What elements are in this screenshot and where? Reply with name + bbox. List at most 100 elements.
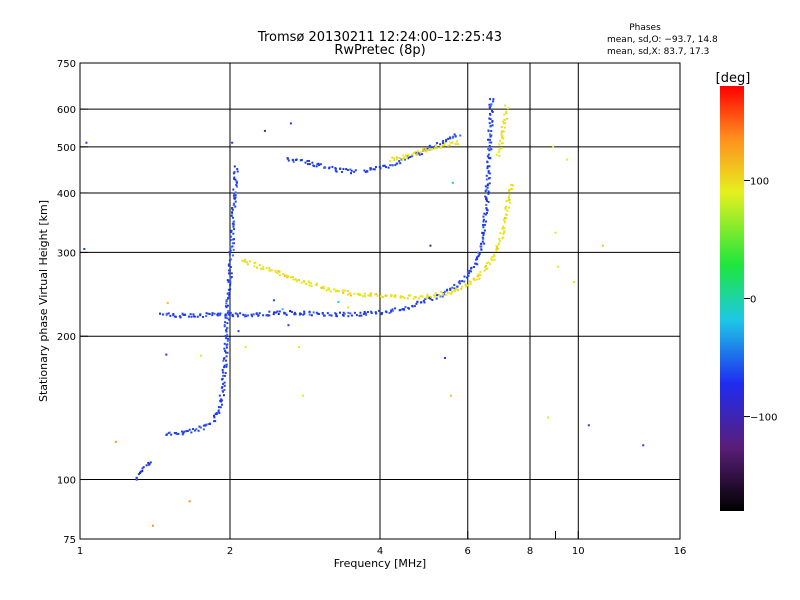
o-trace-point bbox=[202, 315, 205, 318]
x-trace-point bbox=[348, 292, 351, 295]
x-trace-point bbox=[506, 209, 509, 212]
x-trace-point bbox=[412, 297, 415, 300]
o-trace-point bbox=[427, 296, 430, 299]
o-trace-point bbox=[227, 318, 230, 321]
x-trace-point bbox=[453, 289, 456, 292]
x-trace-point bbox=[511, 188, 514, 191]
x-trace-point bbox=[269, 269, 272, 272]
o-trace-point bbox=[231, 242, 234, 245]
chart-title-line1: Tromsø 20130211 12:24:00–12:25:43 bbox=[257, 30, 502, 45]
o-trace-point bbox=[213, 312, 216, 315]
x-trace-point bbox=[401, 295, 404, 298]
o-trace-point bbox=[443, 290, 446, 293]
o-trace-point bbox=[178, 315, 181, 318]
o-trace-point bbox=[232, 315, 235, 318]
x-trace-point bbox=[399, 296, 402, 299]
o-trace-point bbox=[402, 308, 405, 311]
o-trace-point bbox=[175, 431, 178, 434]
x-trace-point bbox=[503, 216, 506, 219]
o-trace-point bbox=[420, 301, 423, 304]
x-trace-point bbox=[292, 275, 295, 278]
o-trace-point bbox=[193, 429, 196, 432]
o-trace-point bbox=[379, 167, 382, 170]
o-trace-point bbox=[334, 167, 337, 170]
o-trace-point bbox=[411, 304, 414, 307]
o-trace-point bbox=[338, 311, 341, 314]
x-trace-point bbox=[278, 274, 281, 277]
o-trace-point bbox=[224, 351, 227, 354]
o-trace-point bbox=[224, 305, 227, 308]
o-trace-point bbox=[235, 184, 238, 187]
x-trace-point bbox=[277, 269, 280, 272]
scatter-point bbox=[297, 345, 300, 348]
o-trace-point bbox=[234, 191, 237, 194]
x-trace-point bbox=[447, 144, 450, 147]
x-trace-point bbox=[289, 276, 292, 279]
o-trace-point bbox=[229, 277, 232, 280]
o-trace-point bbox=[225, 337, 228, 340]
o-trace-point bbox=[485, 208, 488, 211]
o-trace-point bbox=[458, 282, 461, 285]
o-trace-point bbox=[227, 310, 230, 313]
o-trace-point bbox=[268, 310, 271, 313]
o-trace-point bbox=[199, 426, 202, 429]
o-trace-point bbox=[457, 281, 460, 284]
o-trace-point bbox=[211, 314, 214, 317]
x-trace-point bbox=[450, 291, 453, 294]
x-trace-point bbox=[478, 277, 481, 280]
x-trace-point bbox=[424, 147, 427, 150]
o-trace-point bbox=[375, 166, 378, 169]
x-trace-point bbox=[425, 296, 428, 299]
o-trace-point bbox=[488, 177, 491, 180]
x-trace-point bbox=[315, 282, 318, 285]
y-axis-label: Stationary phase Virtual Height [km] bbox=[37, 200, 50, 402]
x-trace-point bbox=[333, 288, 336, 291]
o-trace-point bbox=[197, 429, 200, 432]
x-trace-point bbox=[500, 130, 503, 133]
o-trace-point bbox=[226, 304, 229, 307]
o-trace-point bbox=[449, 288, 452, 291]
o-trace-point bbox=[476, 258, 479, 261]
o-trace-point bbox=[308, 310, 311, 313]
x-trace-point bbox=[430, 295, 433, 298]
o-trace-point bbox=[217, 312, 220, 315]
o-trace-point bbox=[476, 251, 479, 254]
o-trace-point bbox=[228, 279, 231, 282]
x-trace-point bbox=[457, 143, 460, 146]
x-trace-point bbox=[507, 195, 510, 198]
x-trace-point bbox=[395, 158, 398, 161]
o-trace-point bbox=[299, 312, 302, 315]
x-trace-point bbox=[403, 156, 406, 159]
o-trace-point bbox=[484, 195, 487, 198]
scatter-point bbox=[263, 129, 266, 132]
o-trace-point bbox=[235, 185, 238, 188]
x-trace-point bbox=[500, 132, 503, 135]
o-trace-point bbox=[208, 422, 211, 425]
x-trace-point bbox=[472, 277, 475, 280]
x-trace-point bbox=[497, 151, 500, 154]
o-trace-point bbox=[159, 312, 162, 315]
x-trace-point bbox=[442, 144, 445, 147]
o-trace-point bbox=[488, 172, 491, 175]
x-trace-point bbox=[503, 231, 506, 234]
x-trace-point bbox=[498, 143, 501, 146]
x-trace-point bbox=[492, 253, 495, 256]
stats-x-line: mean, sd,X: 83.7, 17.3 bbox=[607, 47, 709, 57]
o-trace-point bbox=[295, 158, 298, 161]
x-trace-point bbox=[380, 295, 383, 298]
x-tick-label: 1 bbox=[77, 546, 83, 557]
x-trace-point bbox=[278, 270, 281, 273]
x-trace-point bbox=[501, 227, 504, 230]
x-trace-point bbox=[268, 267, 271, 270]
x-trace-point bbox=[498, 139, 501, 142]
o-trace-point bbox=[202, 424, 205, 427]
o-trace-point bbox=[232, 188, 235, 191]
o-trace-point bbox=[199, 314, 202, 317]
o-trace-point bbox=[475, 256, 478, 259]
x-trace-point bbox=[498, 154, 501, 157]
x-trace-point bbox=[363, 292, 366, 295]
x-trace-point bbox=[327, 287, 330, 290]
o-trace-point bbox=[232, 172, 235, 175]
o-trace-point bbox=[226, 322, 229, 325]
o-trace-point bbox=[484, 190, 487, 193]
